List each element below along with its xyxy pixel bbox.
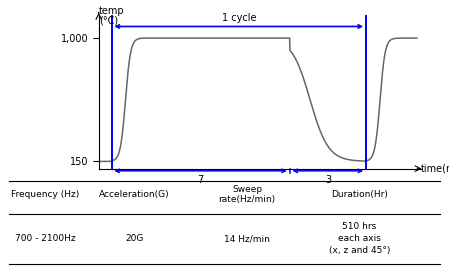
Text: 7: 7 [198,175,204,185]
Text: Acceleration(G): Acceleration(G) [99,190,170,199]
Text: Duration(Hr): Duration(Hr) [331,190,387,199]
Text: 510 hrs
each axis
(x, z and 45°): 510 hrs each axis (x, z and 45°) [329,222,390,255]
Text: 3: 3 [325,175,331,185]
Text: Frequency (Hz): Frequency (Hz) [11,190,79,199]
Text: temp: temp [99,6,124,16]
Text: 20G: 20G [126,234,144,243]
Text: 700 - 2100Hz: 700 - 2100Hz [14,234,75,243]
Text: 14 Hz/min: 14 Hz/min [224,234,270,243]
Text: Sweep
rate(Hz/min): Sweep rate(Hz/min) [218,185,276,204]
Text: time(min): time(min) [421,164,449,174]
Text: (°C): (°C) [99,16,118,26]
Text: 1 cycle: 1 cycle [221,13,256,23]
